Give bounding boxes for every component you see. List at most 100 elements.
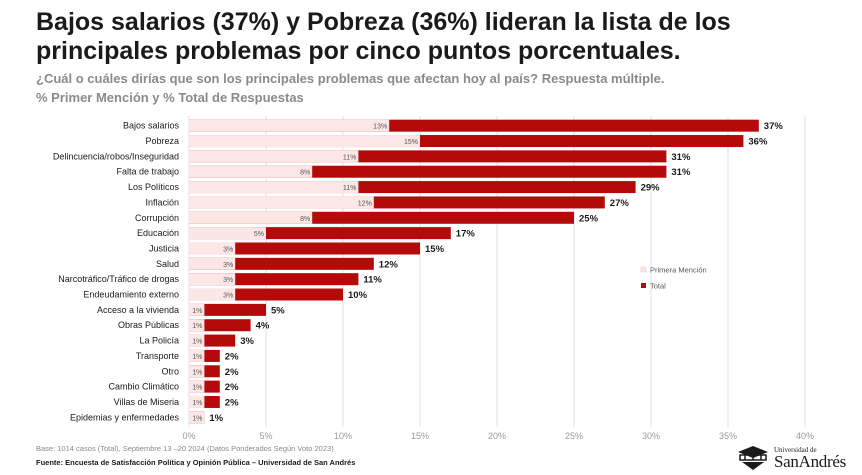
total-label: 2% [225, 351, 239, 362]
category-label: Epidemias y enfermedades [70, 412, 180, 422]
first-mention-label: 1% [192, 400, 202, 407]
category-label: Transporte [136, 351, 179, 361]
chart-subtitle-measures: % Primer Mención y % Total de Respuestas [36, 90, 304, 105]
category-label: Corrupción [135, 213, 179, 223]
category-label: Delincuencia/robos/Inseguridad [53, 151, 179, 161]
total-label: 36% [748, 137, 768, 148]
category-label: Pobreza [145, 136, 179, 146]
category-label: Los Políticos [128, 182, 180, 192]
bar-total [189, 303, 266, 316]
first-mention-label: 3% [223, 262, 233, 269]
total-label: 2% [225, 397, 239, 408]
category-label: Justicia [149, 243, 179, 253]
first-mention-label: 1% [192, 369, 202, 376]
total-label: 10% [348, 290, 368, 301]
category-label: Acceso a la vivienda [97, 305, 179, 315]
category-label: Inflación [145, 197, 179, 207]
x-tick-label: 20% [488, 431, 506, 441]
category-label: Salud [156, 259, 179, 269]
first-mention-label: 1% [192, 385, 202, 392]
category-label: Educación [137, 228, 179, 238]
bar-first-mention [189, 303, 205, 316]
first-mention-label: 11% [343, 154, 357, 161]
first-mention-label: 1% [192, 354, 202, 361]
total-label: 2% [225, 382, 239, 393]
bar-first-mention [189, 395, 205, 408]
total-label: 5% [271, 305, 285, 316]
total-label: 3% [240, 336, 254, 347]
logo-text-small: Universidad de [774, 446, 817, 454]
total-label: 31% [671, 167, 691, 178]
bar-first-mention [189, 135, 420, 148]
total-label: 15% [425, 244, 445, 255]
total-label: 11% [363, 275, 382, 286]
first-mention-label: 1% [192, 308, 202, 315]
first-mention-label: 12% [358, 200, 372, 207]
first-mention-label: 8% [300, 216, 310, 223]
bar-first-mention [189, 119, 390, 132]
bar-first-mention [189, 181, 359, 194]
category-label: Narcotráfico/Tráfico de drogas [58, 274, 179, 284]
base-note: Base: 1014 casos (Total), Septiembre 13 … [36, 444, 334, 453]
total-label: 17% [456, 229, 476, 240]
category-label: Otro [161, 366, 179, 376]
logo-emblem-icon [738, 446, 768, 470]
bar-total [189, 242, 420, 255]
bar-first-mention [189, 150, 359, 163]
bar-first-mention [189, 257, 236, 270]
legend-label: Primera Mención [650, 266, 707, 275]
bar-first-mention [189, 165, 313, 178]
x-tick-label: 40% [796, 431, 814, 441]
university-logo: Universidad de SanAndrés [736, 446, 856, 472]
x-tick-label: 35% [719, 431, 737, 441]
logo-text-big: SanAndrés [774, 452, 846, 471]
x-tick-label: 25% [565, 431, 583, 441]
first-mention-label: 5% [254, 231, 264, 238]
category-label: Falta de trabajo [116, 167, 179, 177]
first-mention-label: 13% [373, 124, 387, 131]
total-label: 29% [641, 183, 661, 194]
first-mention-label: 3% [223, 277, 233, 284]
first-mention-label: 3% [223, 246, 233, 253]
legend-swatch [641, 283, 646, 288]
total-label: 25% [579, 213, 599, 224]
category-label: Villas de Miseria [114, 397, 179, 407]
bar-first-mention [189, 349, 205, 362]
source-note: Fuente: Encuesta de Satisfacción Polític… [36, 458, 356, 467]
legend-swatch [640, 266, 647, 273]
legend-label: Total [650, 282, 666, 291]
bar-first-mention [189, 380, 205, 393]
total-label: 31% [671, 152, 691, 163]
total-label: 37% [764, 121, 784, 132]
first-mention-label: 1% [192, 339, 202, 346]
x-tick-label: 30% [642, 431, 660, 441]
bar-first-mention [189, 211, 313, 224]
x-tick-label: 15% [411, 431, 429, 441]
category-label: Endeudamiento externo [83, 290, 179, 300]
first-mention-label: 3% [223, 293, 233, 300]
category-label: Bajos salarios [123, 121, 180, 131]
first-mention-label: 15% [404, 139, 418, 146]
bar-first-mention [189, 227, 266, 240]
category-label: La Policía [139, 336, 179, 346]
category-label: Cambio Climático [108, 382, 179, 392]
bar-first-mention [189, 411, 205, 424]
bar-first-mention [189, 288, 236, 301]
bar-first-mention [189, 196, 374, 209]
bar-first-mention [189, 242, 236, 255]
category-label: Obras Públicas [118, 320, 180, 330]
x-tick-label: 0% [182, 431, 195, 441]
total-label: 27% [610, 198, 630, 209]
first-mention-label: 11% [343, 185, 357, 192]
bar-first-mention [189, 273, 236, 286]
bar-first-mention [189, 365, 205, 378]
total-label: 2% [225, 367, 239, 378]
total-label: 12% [379, 259, 399, 270]
chart-subtitle: ¿Cuál o cuáles dirías que son los princi… [36, 71, 665, 86]
first-mention-label: 1% [192, 323, 202, 330]
total-label: 1% [209, 413, 223, 424]
total-label: 4% [256, 321, 270, 332]
x-tick-label: 10% [334, 431, 352, 441]
bar-first-mention [189, 319, 205, 332]
